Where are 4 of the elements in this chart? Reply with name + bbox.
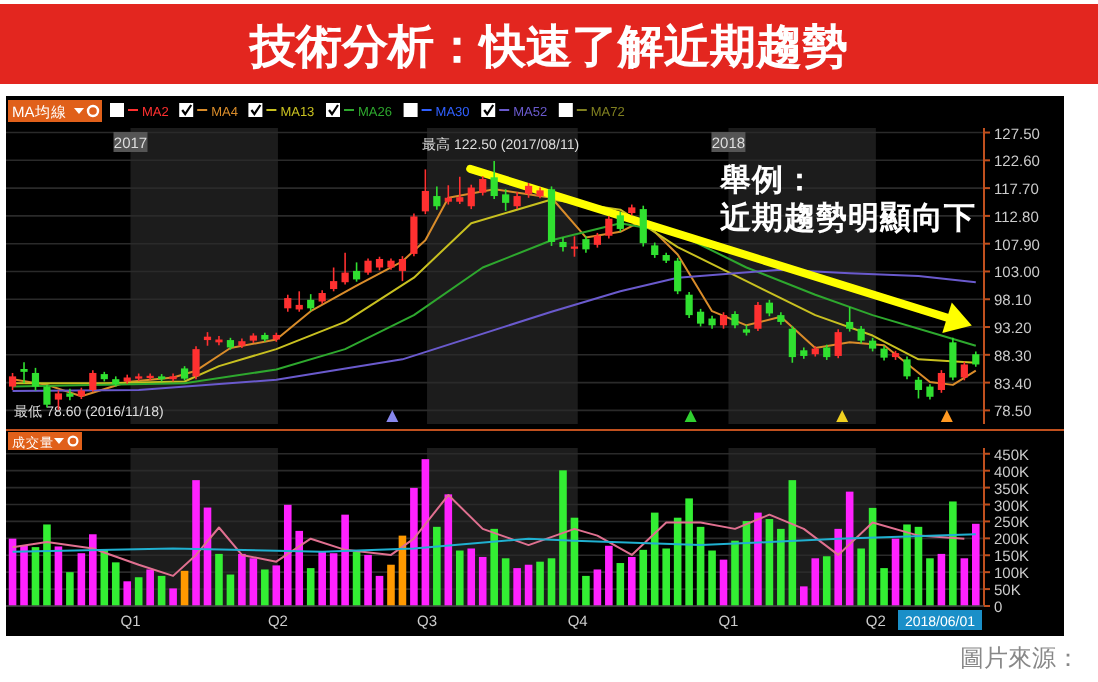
annotation: 舉例： — [718, 162, 816, 198]
text: 圖片來源： — [960, 644, 1080, 672]
chart-title: 技術分析：快速了解近期趨勢 — [248, 20, 848, 72]
annotation: 近期趨勢明顯向下 — [718, 200, 976, 236]
